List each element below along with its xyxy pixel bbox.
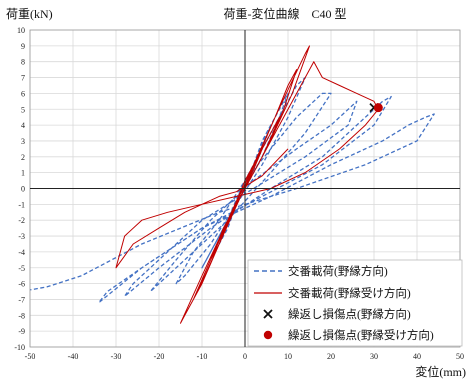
legend-label-circle: 繰返し損傷点(野縁受け方向) <box>288 328 434 342</box>
x-tick-label: 10 <box>284 352 292 361</box>
y-tick-label: 5 <box>21 105 25 114</box>
y-tick-label: -6 <box>18 280 25 289</box>
x-tick-label: 0 <box>243 352 247 361</box>
y-tick-label: -3 <box>18 232 25 241</box>
y-tick-label: 7 <box>21 74 25 83</box>
x-tick-label: -30 <box>111 352 122 361</box>
chart-title: 荷重-変位曲線 C40 型 <box>223 6 346 21</box>
x-tick-label: -10 <box>197 352 208 361</box>
y-tick-label: -8 <box>18 311 25 320</box>
legend-circle-icon <box>263 330 273 340</box>
y-tick-label: -1 <box>18 200 25 209</box>
y-tick-label: 1 <box>21 169 25 178</box>
legend-label-red: 交番載荷(野縁受け方向) <box>288 286 411 300</box>
x-tick-label: 40 <box>413 352 421 361</box>
x-tick-label: -50 <box>25 352 36 361</box>
x-tick-label: -20 <box>154 352 165 361</box>
y-axis-label: 荷重(kN) <box>6 7 53 21</box>
damage-point-circle <box>373 103 383 113</box>
y-tick-label: 6 <box>21 89 25 98</box>
y-tick-label: 10 <box>17 26 25 35</box>
series-line-red-solid <box>115 45 379 324</box>
y-tick-label: -10 <box>14 343 25 352</box>
y-tick-label: 8 <box>21 58 25 67</box>
series-layer <box>29 45 435 324</box>
axes <box>29 29 461 348</box>
y-tick-label: 3 <box>21 137 25 146</box>
damage-markers <box>369 103 383 113</box>
legend-box <box>247 259 463 347</box>
y-tick-label: 9 <box>21 42 25 51</box>
legend-label-cross: 繰返し損傷点(野縁方向) <box>288 307 411 321</box>
y-tick-label: 2 <box>21 153 25 162</box>
tick-labels: -50 -40 -30 -20 -10 0 10 20 30 40 50-10-9-8-7-6-5-… <box>14 26 464 361</box>
y-tick-label: -9 <box>18 327 25 336</box>
y-tick-label: -2 <box>18 216 25 225</box>
legend-cross-icon <box>263 309 273 319</box>
x-tick-label: 50 <box>456 352 464 361</box>
legend: 交番載荷(野縁方向) 交番載荷(野縁受け方向) 繰返し損傷点(野縁方向) 繰返し… <box>247 259 463 347</box>
y-tick-label: -5 <box>18 264 25 273</box>
legend-label-blue: 交番載荷(野縁方向) <box>288 264 388 278</box>
x-axis-label: 変位(mm) <box>415 364 466 379</box>
x-tick-label: 30 <box>370 352 378 361</box>
y-tick-label: 0 <box>21 185 25 194</box>
y-tick-label: 4 <box>21 121 25 130</box>
x-tick-label: -40 <box>68 352 79 361</box>
y-tick-label: -7 <box>18 295 25 304</box>
x-tick-label: 20 <box>327 352 335 361</box>
y-tick-label: -4 <box>18 248 25 257</box>
